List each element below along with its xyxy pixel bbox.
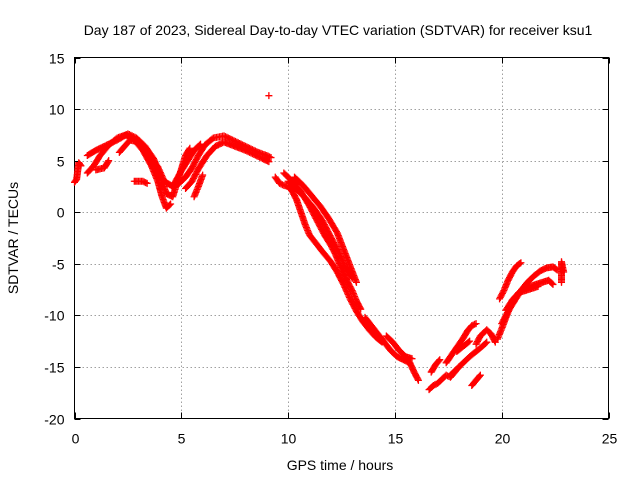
data-point — [482, 339, 490, 347]
data-point — [465, 338, 473, 346]
x-tick-label: 0 — [72, 431, 80, 447]
data-point — [199, 171, 207, 179]
data-point — [475, 372, 483, 380]
x-axis-title: GPS time / hours — [287, 457, 394, 473]
data-point — [77, 162, 85, 170]
y-tick-label: -15 — [44, 360, 64, 376]
y-tick-label: -20 — [44, 412, 64, 428]
data-point — [143, 179, 151, 187]
data-point — [356, 304, 364, 312]
tick-marks — [74, 57, 610, 420]
data-point — [265, 158, 273, 166]
y-tick-label: 10 — [49, 102, 65, 118]
data-point — [142, 179, 150, 187]
data-point — [76, 161, 84, 169]
data-point — [266, 153, 274, 161]
x-tick-label: 25 — [602, 431, 618, 447]
data-point — [414, 375, 422, 383]
data-point — [408, 355, 416, 363]
y-tick-label: 0 — [57, 205, 65, 221]
data-point — [104, 158, 112, 166]
x-tick-label: 20 — [495, 431, 511, 447]
data-point — [435, 357, 443, 365]
data-point — [476, 371, 484, 379]
chart-title: Day 187 of 2023, Sidereal Day-to-day VTE… — [84, 22, 593, 38]
x-tick-label: 15 — [388, 431, 404, 447]
data-point — [414, 376, 422, 384]
data-point — [357, 305, 365, 313]
data-point — [517, 259, 525, 267]
data-point — [548, 279, 556, 287]
x-tick-label: 5 — [178, 431, 186, 447]
data-point — [166, 201, 174, 209]
data-point — [105, 157, 113, 165]
data-point — [348, 274, 356, 282]
data-point — [466, 337, 474, 345]
x-tick-labels: 0 5 10 15 20 25 — [72, 431, 618, 447]
y-axis-title: SDTVAR / TECUs — [5, 182, 21, 294]
data-point — [534, 282, 542, 290]
data-point — [267, 154, 275, 162]
data-point — [347, 273, 355, 281]
data-point — [483, 338, 491, 346]
y-tick-labels: -20 -15 -10 -5 0 5 10 15 — [44, 51, 64, 428]
data-point — [265, 92, 273, 100]
data-points — [71, 92, 568, 394]
data-point — [167, 200, 175, 208]
data-point — [516, 260, 524, 268]
x-tick-label: 10 — [281, 431, 297, 447]
y-tick-label: -10 — [44, 308, 64, 324]
data-point — [560, 268, 568, 276]
y-tick-label: 5 — [57, 154, 65, 170]
grid-lines — [74, 57, 609, 419]
y-tick-label: 15 — [49, 51, 65, 67]
data-point — [436, 356, 444, 364]
data-point — [352, 278, 360, 286]
y-tick-label: -5 — [52, 257, 65, 273]
data-point — [186, 144, 194, 152]
data-point — [185, 145, 193, 153]
data-point — [472, 320, 480, 328]
data-point — [471, 320, 479, 328]
plot-frame — [74, 57, 609, 419]
data-point — [549, 280, 557, 288]
